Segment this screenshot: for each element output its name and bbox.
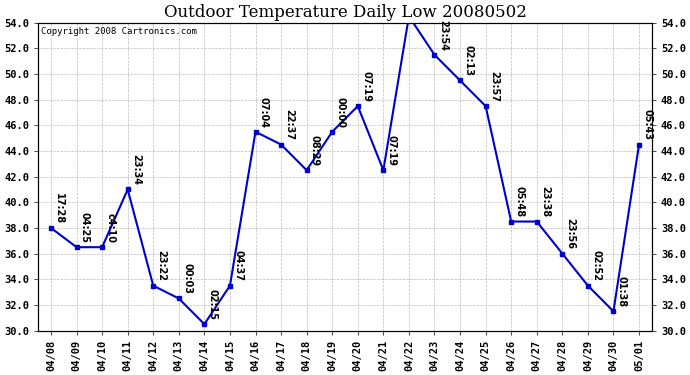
Text: 23:54: 23:54 [438,20,448,51]
Text: 06:32: 06:32 [0,374,1,375]
Text: 22:37: 22:37 [284,110,295,140]
Text: 04:37: 04:37 [233,251,244,282]
Text: 00:00: 00:00 [335,97,346,128]
Text: 02:15: 02:15 [208,289,218,320]
Text: 23:34: 23:34 [131,154,141,185]
Text: 01:38: 01:38 [617,276,627,307]
Text: 07:19: 07:19 [386,135,397,166]
Text: 02:52: 02:52 [591,251,601,282]
Text: 08:29: 08:29 [310,135,320,166]
Text: 23:38: 23:38 [540,186,550,218]
Text: 23:57: 23:57 [489,71,499,102]
Text: c4:10: c4:10 [106,213,115,243]
Text: 07:19: 07:19 [361,71,371,102]
Text: 23:22: 23:22 [157,251,166,282]
Text: Copyright 2008 Cartronics.com: Copyright 2008 Cartronics.com [41,27,197,36]
Text: 05:48: 05:48 [515,186,524,218]
Text: 04:25: 04:25 [80,212,90,243]
Title: Outdoor Temperature Daily Low 20080502: Outdoor Temperature Daily Low 20080502 [164,4,526,21]
Text: 17:28: 17:28 [55,193,64,224]
Text: 07:04: 07:04 [259,97,269,128]
Text: 00:03: 00:03 [182,263,192,294]
Text: 05:43: 05:43 [642,110,652,140]
Text: 23:56: 23:56 [566,218,575,249]
Text: 02:13: 02:13 [464,45,473,76]
